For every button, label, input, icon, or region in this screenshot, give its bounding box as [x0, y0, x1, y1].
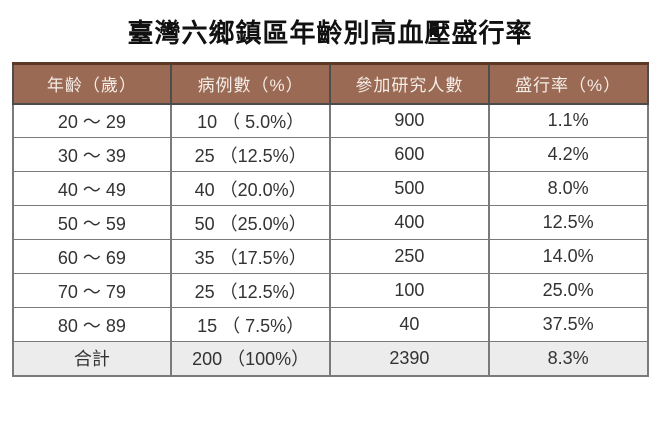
header-row: 年齡（歲） 病例數（%） 參加研究人數 盛行率（%） [11, 62, 649, 105]
participants-cell: 40 [329, 307, 490, 342]
age-cell: 20 ～ 29 [11, 103, 173, 138]
prevalence-cell: 14.0% [487, 239, 649, 274]
age-cell: 70 ～ 79 [11, 273, 173, 308]
participants-cell: 500 [329, 171, 490, 206]
participants-cell: 900 [329, 103, 490, 138]
age-cell: 30 ～ 39 [11, 137, 173, 172]
prevalence-cell: 8.3% [487, 341, 649, 376]
participants-cell: 400 [329, 205, 490, 240]
age-cell: 合計 [11, 341, 173, 376]
participants-cell: 2390 [329, 341, 490, 376]
participants-cell: 250 [329, 239, 490, 274]
age-cell: 80 ～ 89 [11, 307, 173, 342]
table-row: 80 ～ 89 15 （ 7.5%） 40 37.5% [11, 307, 649, 342]
col-header-prevalence: 盛行率（%） [487, 62, 649, 105]
age-cell: 60 ～ 69 [11, 239, 173, 274]
cases-cell: 25 （12.5%） [170, 137, 331, 172]
prevalence-cell: 25.0% [487, 273, 649, 308]
participants-cell: 600 [329, 137, 490, 172]
slide: 臺灣六鄉鎮區年齡別高血壓盛行率 年齡（歲） 病例數（%） 參加研究人數 盛行率（… [0, 13, 660, 424]
prevalence-cell: 37.5% [487, 307, 649, 342]
age-cell: 50 ～ 59 [11, 205, 173, 240]
prevalence-cell: 12.5% [487, 205, 649, 240]
prevalence-table: 年齡（歲） 病例數（%） 參加研究人數 盛行率（%） 20 ～ 29 10 （ … [11, 62, 649, 377]
table-row: 70 ～ 79 25 （12.5%） 100 25.0% [11, 273, 649, 308]
cases-cell: 35 （17.5%） [170, 239, 331, 274]
col-header-age: 年齡（歲） [11, 62, 173, 105]
col-header-participants: 參加研究人數 [329, 62, 490, 105]
col-header-cases: 病例數（%） [170, 62, 331, 105]
table-row: 50 ～ 59 50 （25.0%） 400 12.5% [11, 205, 649, 240]
prevalence-cell: 8.0% [487, 171, 649, 206]
table-row-total: 合計 200 （100%） 2390 8.3% [11, 341, 649, 376]
prevalence-cell: 1.1% [487, 103, 649, 138]
table-row: 40 ～ 49 40 （20.0%） 500 8.0% [11, 171, 649, 206]
table-row: 20 ～ 29 10 （ 5.0%） 900 1.1% [11, 103, 649, 138]
page-title: 臺灣六鄉鎮區年齡別高血壓盛行率 [127, 18, 533, 48]
table-row: 30 ～ 39 25 （12.5%） 600 4.2% [11, 137, 649, 172]
cases-cell: 40 （20.0%） [170, 171, 331, 206]
cases-cell: 15 （ 7.5%） [170, 307, 331, 342]
participants-cell: 100 [329, 273, 490, 308]
age-cell: 40 ～ 49 [11, 171, 173, 206]
table-header: 年齡（歲） 病例數（%） 參加研究人數 盛行率（%） [11, 62, 649, 105]
table-row: 60 ～ 69 35 （17.5%） 250 14.0% [11, 239, 649, 274]
cases-cell: 10 （ 5.0%） [170, 103, 331, 138]
cases-cell: 200 （100%） [170, 341, 331, 376]
prevalence-cell: 4.2% [487, 137, 649, 172]
table-body: 20 ～ 29 10 （ 5.0%） 900 1.1% 30 ～ 39 25 （… [11, 103, 649, 376]
cases-cell: 25 （12.5%） [170, 273, 331, 308]
cases-cell: 50 （25.0%） [170, 205, 331, 240]
